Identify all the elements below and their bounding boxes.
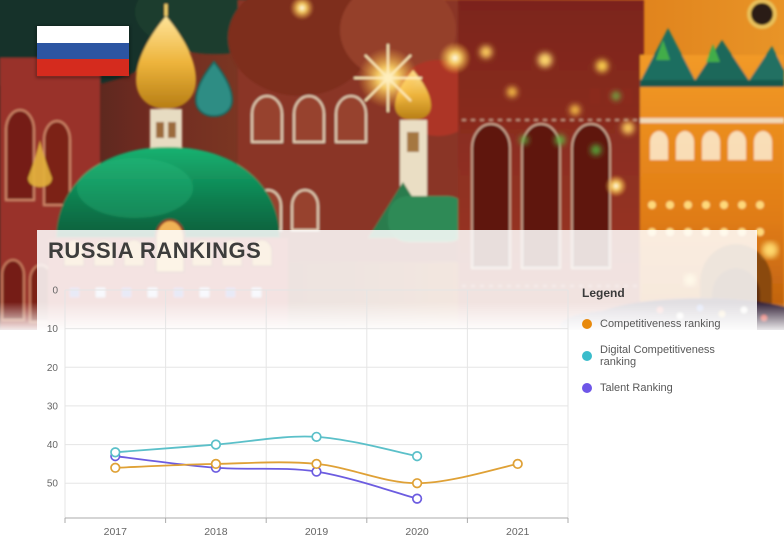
data-point-marker	[210, 439, 222, 450]
legend-item[interactable]: Talent Ranking	[582, 382, 754, 394]
svg-text:2018: 2018	[204, 526, 228, 535]
legend-item-label: Talent Ranking	[600, 382, 673, 394]
russia-flag	[36, 25, 130, 77]
data-point-marker	[110, 447, 121, 458]
legend-item[interactable]: Digital Competitiveness ranking	[582, 344, 754, 368]
data-point-marker	[411, 451, 423, 462]
legend-item-label: Competitiveness ranking	[600, 318, 721, 330]
svg-text:2021: 2021	[506, 526, 530, 535]
svg-text:10: 10	[47, 324, 59, 335]
chart-legend: Legend Competitiveness ranking Digital Co…	[582, 286, 754, 408]
garland-lights	[480, 46, 634, 155]
legend-items: Competitiveness ranking Digital Competiti…	[582, 318, 754, 394]
legend-item-label: Digital Competitiveness ranking	[600, 344, 715, 368]
legend-dot-icon	[582, 351, 592, 361]
data-point-marker	[110, 462, 121, 473]
legend-dot-icon	[582, 319, 592, 329]
svg-text:50: 50	[47, 479, 59, 490]
data-point-marker	[411, 478, 423, 489]
legend-item[interactable]: Competitiveness ranking	[582, 318, 754, 330]
legend-title: Legend	[582, 286, 625, 300]
legend-dot-icon	[582, 383, 592, 393]
series-line	[115, 435, 418, 458]
svg-text:2020: 2020	[405, 526, 429, 535]
data-point-marker	[512, 458, 523, 470]
data-point-marker	[311, 431, 322, 442]
svg-text:30: 30	[47, 401, 59, 412]
data-point-marker	[411, 493, 423, 504]
flag-stripe	[37, 26, 129, 43]
svg-text:40: 40	[47, 440, 59, 451]
flag-stripe	[37, 59, 129, 77]
rankings-line-chart: 0 10 20 30 40 50 2017 2018 2019 2020 2021	[47, 286, 569, 538]
data-point-marker	[311, 458, 322, 470]
svg-text:0: 0	[52, 286, 58, 297]
flag-stripe	[37, 42, 129, 60]
sunburst-lights	[290, 0, 627, 197]
svg-text:20: 20	[47, 363, 59, 374]
series-line	[115, 455, 418, 500]
content-card: RUSSIA RANKINGS 0 10 20 30 40 50 2017 2018 2019 2…	[37, 230, 757, 540]
svg-text:2017: 2017	[104, 526, 128, 535]
page-title: RUSSIA RANKINGS	[48, 238, 262, 263]
rankings-chart-wrap: 0 10 20 30 40 50 2017 2018 2019 2020 2021	[37, 280, 577, 538]
data-point-marker	[210, 458, 222, 470]
svg-text:2019: 2019	[305, 526, 329, 535]
